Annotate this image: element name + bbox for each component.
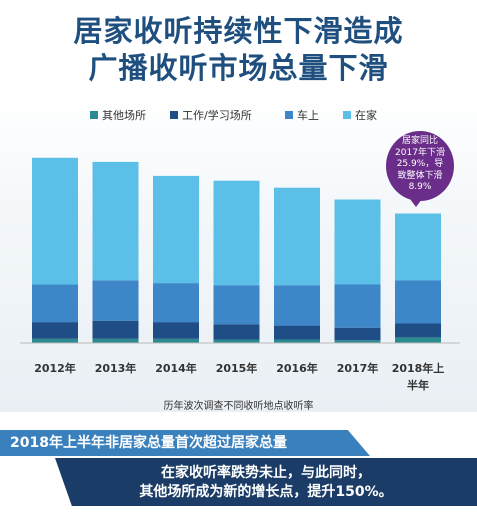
x-tick-label: 2018年上 [392, 361, 445, 375]
annotation-line: 2017年下滑 [395, 147, 445, 158]
page-title-line-1: 居家收听持续性下滑造成 [73, 14, 404, 48]
bar-segment [274, 285, 320, 326]
bar-segment [32, 322, 78, 339]
bar-segment [92, 338, 139, 343]
legend-label: 其他场所 [102, 108, 146, 122]
chart-caption: 历年波次调查不同收听地点收听率 [163, 401, 314, 412]
x-tick-label: 半年 [407, 378, 429, 392]
chart-legend: 其他场所 工作/学习场所 车上 在家 [90, 108, 377, 122]
stacked-bar-chart: 其他场所 工作/学习场所 车上 在家 2012年 2013年 2014年 2015年 2016… [20, 108, 460, 392]
bar-segment [153, 283, 199, 323]
x-tick-label: 2016年 [276, 361, 318, 375]
x-tick-label: 2012年 [34, 361, 76, 375]
bar-segment [395, 280, 441, 324]
bar-segment [153, 175, 199, 284]
bar-segment [213, 339, 260, 343]
summary-line-2: 其他场所成为新的增长点，提升150%。 [139, 484, 393, 500]
bar-segment [274, 339, 320, 343]
bar-segment [274, 187, 320, 286]
bar-segment [334, 284, 381, 328]
legend-label: 在家 [355, 108, 377, 122]
annotation-line: 25.9%，导 [396, 159, 444, 169]
annotation-line: 致整体下滑 [397, 170, 443, 181]
annotation-line: 居家同比 [401, 136, 438, 146]
bar-segment [334, 327, 381, 341]
bar-segment [92, 280, 139, 321]
x-tick-label: 2015年 [216, 361, 258, 375]
x-tick-label: 2014年 [155, 361, 197, 375]
annotation-bubble: 居家同比 2017年下滑 25.9%，导 致整体下滑 8.9% [386, 131, 454, 207]
bar-segment [274, 325, 320, 340]
bar-segment [213, 285, 260, 325]
bar-segment [213, 180, 260, 286]
page-title-line-2: 广播收听市场总量下滑 [88, 51, 389, 85]
bar-segment [395, 213, 441, 281]
summary-line-1: 在家收听率跌势未止，与此同时， [161, 465, 371, 481]
bar-segment [153, 322, 199, 339]
x-axis-labels: 2012年 2013年 2014年 2015年 2016年 2017年 2018年上半年 [34, 361, 444, 392]
annotation-line: 8.9% [408, 182, 432, 192]
legend-label: 车上 [297, 108, 319, 122]
bar-segment [32, 284, 78, 323]
bar-segment [92, 320, 139, 339]
legend-swatch [343, 111, 351, 119]
legend-swatch [170, 111, 178, 119]
bar-segment [213, 324, 260, 340]
bar-segment [395, 323, 441, 338]
bar-segment [32, 338, 78, 343]
bar-segment [334, 340, 381, 343]
bar-segment [153, 338, 199, 343]
x-tick-label: 2013年 [95, 361, 137, 375]
legend-swatch [285, 111, 293, 119]
bar-segment [32, 157, 78, 285]
summary-banner: 在家收听率跌势未止，与此同时， 其他场所成为新的增长点，提升150%。 [55, 458, 477, 506]
x-tick-label: 2017年 [337, 361, 379, 375]
bar-segment [92, 161, 139, 281]
legend-swatch [90, 111, 98, 119]
legend-label: 工作/学习场所 [182, 108, 252, 122]
bar-segment [395, 337, 441, 343]
headline-banner: 2018年上半年非居家总量首次超过居家总量 [0, 430, 370, 456]
bar-segment [334, 199, 381, 285]
chart-bars [32, 157, 441, 343]
